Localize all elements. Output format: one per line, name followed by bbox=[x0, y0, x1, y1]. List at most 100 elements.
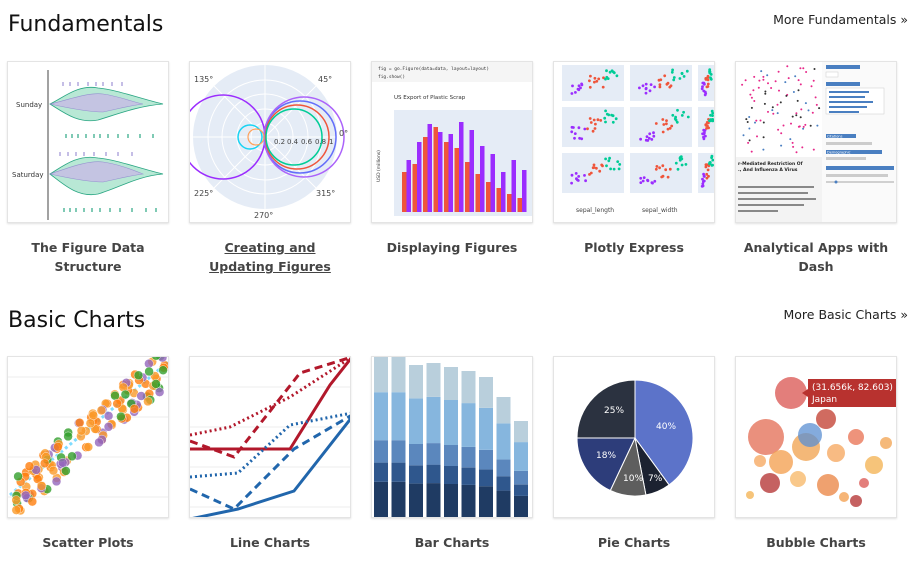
network-node bbox=[776, 103, 779, 106]
card-creating-updating-figures[interactable]: 135° 45° 0.2 0.4 0.6 0.8 1 0° 225° 315° … bbox=[189, 61, 351, 276]
network-node bbox=[744, 79, 747, 82]
network-node bbox=[795, 151, 798, 154]
bar-red bbox=[444, 142, 449, 212]
bubble bbox=[865, 456, 883, 474]
scatter-point bbox=[74, 417, 85, 428]
more-fundamentals-link[interactable]: More Fundamentals » bbox=[773, 12, 908, 27]
scatter-point bbox=[94, 437, 104, 448]
scatter-plot-thumbnail bbox=[7, 356, 169, 518]
splom-point bbox=[608, 70, 612, 74]
splom-point bbox=[672, 76, 676, 79]
card-plotly-express[interactable]: sepal_length sepal_width Plotly Express bbox=[553, 61, 715, 257]
saturday-label: Saturday bbox=[12, 171, 44, 179]
network-node bbox=[815, 103, 818, 106]
card-bubble-charts[interactable]: (31.656k, 82.603) Japan Bubble Charts bbox=[735, 356, 897, 552]
bubble bbox=[817, 474, 839, 496]
card-scatter-plots[interactable]: Scatter Plots bbox=[7, 356, 169, 552]
network-node bbox=[752, 89, 755, 92]
network-node bbox=[753, 100, 756, 102]
splom-point bbox=[661, 118, 665, 121]
splom-point bbox=[579, 86, 582, 90]
splom-point bbox=[593, 127, 597, 130]
stacked-bar-segment bbox=[479, 377, 493, 408]
network-node bbox=[784, 81, 787, 84]
splom-point bbox=[702, 128, 706, 132]
splom-point bbox=[653, 85, 656, 89]
network-node bbox=[790, 122, 792, 125]
radial-tick-0.6: 0.6 bbox=[301, 138, 313, 146]
splom-point bbox=[638, 86, 641, 90]
card-figure-data-structure[interactable]: Sunday Saturday bbox=[7, 61, 169, 276]
splom-point bbox=[583, 174, 586, 177]
network-node bbox=[770, 87, 773, 89]
more-basic-charts-link[interactable]: More Basic Charts » bbox=[783, 307, 908, 322]
splom-point bbox=[639, 176, 643, 180]
bar-purple bbox=[448, 134, 453, 212]
splom-point bbox=[686, 115, 690, 119]
network-node bbox=[746, 121, 749, 123]
card-line-charts[interactable]: Line Charts bbox=[189, 356, 351, 552]
splom-point bbox=[654, 122, 658, 125]
network-node bbox=[741, 83, 744, 86]
splom-point bbox=[644, 82, 648, 86]
scatter-point bbox=[154, 387, 165, 397]
sunday-label: Sunday bbox=[16, 101, 42, 109]
splom-point bbox=[670, 70, 674, 74]
network-node bbox=[791, 141, 794, 144]
splom-point bbox=[605, 164, 608, 168]
network-node bbox=[782, 124, 785, 127]
network-node bbox=[789, 138, 792, 141]
splom-point bbox=[646, 178, 649, 182]
network-node bbox=[804, 102, 807, 105]
scatter-point bbox=[133, 370, 144, 381]
network-node bbox=[771, 106, 774, 109]
network-node bbox=[749, 93, 752, 96]
scatter-point bbox=[88, 410, 99, 421]
stacked-bar-segment bbox=[426, 483, 441, 517]
network-node bbox=[779, 101, 782, 104]
network-node bbox=[812, 148, 815, 151]
splom-point bbox=[661, 174, 665, 178]
stacked-bar-segment bbox=[496, 490, 511, 517]
figure-data-structure-thumbnail: Sunday Saturday bbox=[7, 61, 169, 223]
splom-point bbox=[706, 82, 710, 86]
splom-point bbox=[671, 113, 675, 117]
splom-point bbox=[580, 137, 584, 141]
angle-45-label: 45° bbox=[318, 75, 332, 84]
splom-point bbox=[595, 166, 598, 170]
bar-purple bbox=[427, 124, 432, 212]
card-analytical-apps-dash[interactable]: r-Mediated Restriction Of ., And Influen… bbox=[735, 61, 897, 276]
network-node bbox=[797, 79, 800, 82]
splom-point bbox=[711, 163, 714, 167]
splom-point bbox=[702, 137, 706, 141]
card-label: Bubble Charts bbox=[766, 535, 866, 550]
stacked-bar-segment bbox=[409, 465, 423, 484]
card-bar-charts[interactable]: Bar Charts bbox=[371, 356, 533, 552]
splom-point bbox=[670, 124, 674, 128]
card-displaying-figures[interactable]: fig = go.Figure(data=data, layout=layout… bbox=[371, 61, 533, 257]
network-node bbox=[777, 70, 780, 73]
angle-135-label: 135° bbox=[194, 75, 213, 84]
splom-point bbox=[652, 134, 656, 138]
splom-point bbox=[576, 179, 580, 182]
card-pie-charts[interactable]: 25% 40% 18% 10% 7% Pie Charts bbox=[553, 356, 715, 552]
stacked-bar-segment bbox=[391, 481, 406, 517]
splom-point bbox=[706, 168, 710, 172]
scatter-point bbox=[57, 458, 68, 468]
scatter-point bbox=[13, 471, 23, 482]
splom-point bbox=[685, 69, 689, 73]
stacked-bar-segment bbox=[444, 400, 458, 445]
scatter-point bbox=[61, 466, 71, 476]
bar-purple bbox=[501, 172, 506, 212]
stacked-bar-segment bbox=[444, 367, 458, 400]
bar-red bbox=[496, 188, 501, 212]
splom-point bbox=[652, 131, 655, 135]
splom-point bbox=[682, 75, 686, 78]
network-node bbox=[791, 115, 794, 118]
pie-slice bbox=[576, 437, 636, 492]
pie-chart-thumbnail: 25% 40% 18% 10% 7% bbox=[553, 356, 715, 518]
network-node bbox=[759, 119, 762, 122]
splom-point bbox=[651, 181, 654, 185]
splom-point bbox=[684, 163, 688, 166]
splom-point bbox=[617, 167, 621, 171]
